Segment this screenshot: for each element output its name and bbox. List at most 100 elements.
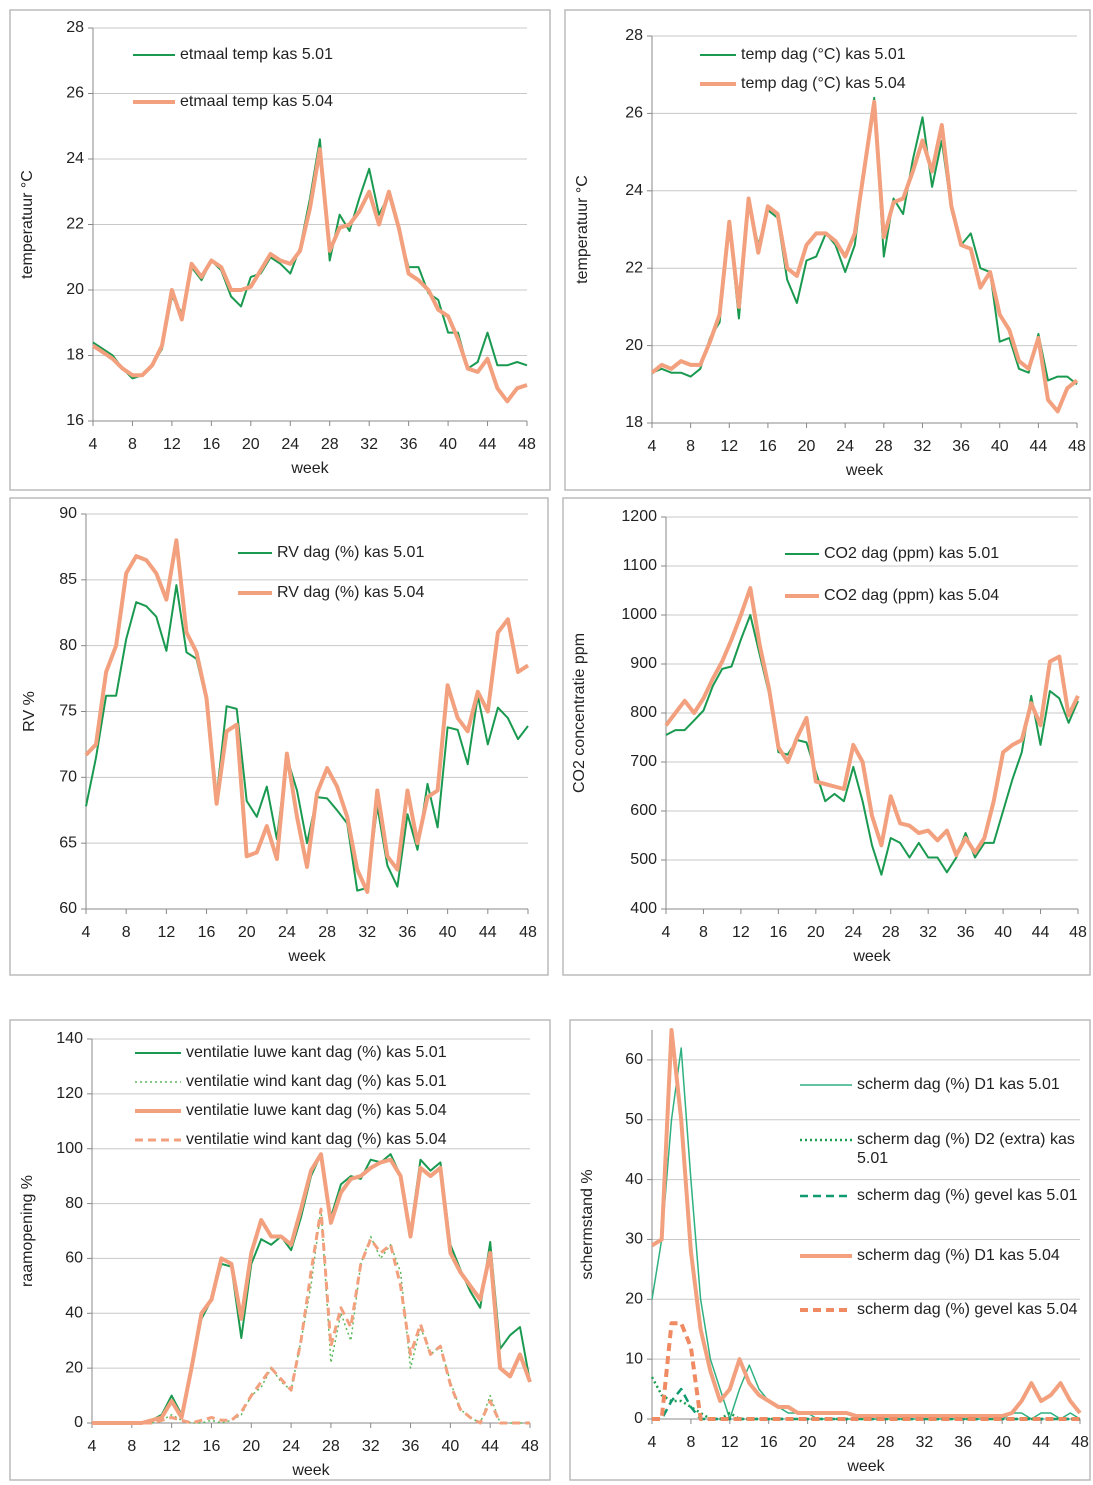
legend-label: etmaal temp kas 5.01 <box>180 46 333 63</box>
legend-entry: scherm dag (%) D1 kas 5.04 <box>857 1247 1060 1264</box>
y-tick-label: 22 <box>66 216 84 233</box>
x-axis-label: week <box>845 462 884 479</box>
x-tick-label: 48 <box>1069 924 1087 941</box>
x-tick-label: 44 <box>1029 438 1047 455</box>
y-tick-label: 40 <box>65 1305 83 1322</box>
series-line <box>650 1028 1082 1418</box>
series-line <box>92 1207 530 1425</box>
legend-label: scherm dag (%) D2 (extra) kas 5.01 <box>857 1131 1075 1167</box>
x-tick-label: 20 <box>807 924 825 941</box>
x-tick-label: 28 <box>322 1438 340 1455</box>
y-tick-label: 75 <box>59 703 77 720</box>
x-tick-label: 32 <box>915 1434 933 1451</box>
x-tick-label: 36 <box>400 436 418 453</box>
x-tick-label: 40 <box>991 438 1009 455</box>
x-tick-label: 28 <box>321 436 339 453</box>
x-tick-label: 12 <box>732 924 750 941</box>
legend-label: RV dag (%) kas 5.04 <box>277 584 425 601</box>
y-tick-label: 60 <box>59 900 77 917</box>
x-tick-label: 12 <box>163 1438 181 1455</box>
x-tick-label: 16 <box>760 1434 778 1451</box>
legend-label: etmaal temp kas 5.04 <box>180 93 333 110</box>
x-tick-label: 24 <box>844 924 862 941</box>
y-tick-label: 70 <box>59 769 77 786</box>
x-axis-label: week <box>290 460 329 477</box>
legend-label: RV dag (%) kas 5.01 <box>277 544 425 561</box>
x-tick-label: 24 <box>278 924 296 941</box>
x-tick-label: 8 <box>686 438 695 455</box>
series-line <box>664 586 1080 858</box>
x-tick-label: 48 <box>521 1438 539 1455</box>
series-line <box>665 614 1079 876</box>
x-tick-label: 24 <box>836 438 854 455</box>
y-tick-label: 100 <box>56 1140 83 1157</box>
legend-entry: etmaal temp kas 5.01 <box>180 46 333 63</box>
legend-label: ventilatie luwe kant dag (%) kas 5.01 <box>186 1044 447 1061</box>
x-tick-label: 44 <box>481 1438 499 1455</box>
series-line <box>85 584 529 892</box>
legend-entry: ventilatie luwe kant dag (%) kas 5.04 <box>186 1102 447 1119</box>
y-tick-label: 20 <box>66 281 84 298</box>
x-axis-label: week <box>287 948 326 965</box>
legend-label: scherm dag (%) D1 kas 5.04 <box>857 1247 1060 1264</box>
series-line <box>91 147 528 404</box>
legend-entry: CO2 dag (ppm) kas 5.01 <box>824 545 1000 562</box>
legend-entry: scherm dag (%) gevel kas 5.04 <box>857 1301 1078 1318</box>
y-tick-label: 80 <box>65 1195 83 1212</box>
y-tick-label: 50 <box>625 1111 643 1128</box>
legend-label: scherm dag (%) gevel kas 5.04 <box>857 1301 1078 1318</box>
legend-entry: temp dag (°C) kas 5.04 <box>741 75 906 92</box>
legend-label: CO2 dag (ppm) kas 5.01 <box>824 545 1000 562</box>
legend-label: ventilatie wind kant dag (%) kas 5.01 <box>186 1073 447 1090</box>
x-tick-label: 4 <box>648 438 657 455</box>
legend-label: ventilatie luwe kant dag (%) kas 5.04 <box>186 1102 447 1119</box>
x-tick-label: 4 <box>648 1434 657 1451</box>
x-tick-label: 20 <box>799 1434 817 1451</box>
legend-label: scherm dag (%) D1 kas 5.01 <box>857 1076 1060 1093</box>
x-tick-label: 20 <box>238 924 256 941</box>
x-tick-label: 32 <box>360 436 378 453</box>
x-tick-label: 28 <box>877 1434 895 1451</box>
x-tick-label: 48 <box>1071 1434 1089 1451</box>
legend-label: scherm dag (%) gevel kas 5.01 <box>857 1187 1078 1204</box>
y-axis-label: raamopening % <box>19 1175 36 1287</box>
x-tick-label: 44 <box>1032 924 1050 941</box>
x-tick-label: 48 <box>1068 438 1086 455</box>
y-tick-label: 16 <box>66 412 84 429</box>
y-tick-label: 140 <box>56 1030 83 1047</box>
legend-entry: CO2 dag (ppm) kas 5.04 <box>824 587 1000 604</box>
legend-label: ventilatie wind kant dag (%) kas 5.04 <box>186 1131 447 1148</box>
y-tick-label: 10 <box>625 1350 643 1367</box>
x-tick-label: 28 <box>875 438 893 455</box>
y-tick-label: 500 <box>630 851 657 868</box>
x-tick-label: 20 <box>242 436 260 453</box>
legend-label: CO2 dag (ppm) kas 5.04 <box>824 587 1000 604</box>
y-tick-label: 60 <box>65 1250 83 1267</box>
x-tick-label: 4 <box>89 436 98 453</box>
x-tick-label: 12 <box>720 438 738 455</box>
y-tick-label: 0 <box>74 1414 83 1431</box>
x-tick-label: 32 <box>358 924 376 941</box>
x-tick-label: 24 <box>282 1438 300 1455</box>
x-tick-label: 40 <box>439 924 457 941</box>
x-tick-label: 20 <box>798 438 816 455</box>
y-tick-label: 900 <box>630 655 657 672</box>
legend-entry: etmaal temp kas 5.04 <box>180 93 333 110</box>
legend-entry: ventilatie wind kant dag (%) kas 5.01 <box>186 1073 447 1090</box>
x-tick-label: 8 <box>699 924 708 941</box>
legend-entry: scherm dag (%) D1 kas 5.01 <box>857 1076 1060 1093</box>
y-tick-label: 26 <box>625 105 643 122</box>
y-tick-label: 80 <box>59 637 77 654</box>
y-tick-label: 60 <box>625 1051 643 1068</box>
legend-entry: scherm dag (%) D2 (extra) kas 5.01 <box>857 1131 1075 1167</box>
x-tick-label: 16 <box>759 438 777 455</box>
x-tick-label: 36 <box>954 1434 972 1451</box>
x-tick-label: 28 <box>882 924 900 941</box>
series-line <box>650 99 1079 414</box>
series-line <box>92 138 528 380</box>
y-tick-label: 28 <box>625 27 643 44</box>
x-tick-label: 24 <box>838 1434 856 1451</box>
series-line <box>92 1153 531 1424</box>
x-tick-label: 32 <box>919 924 937 941</box>
